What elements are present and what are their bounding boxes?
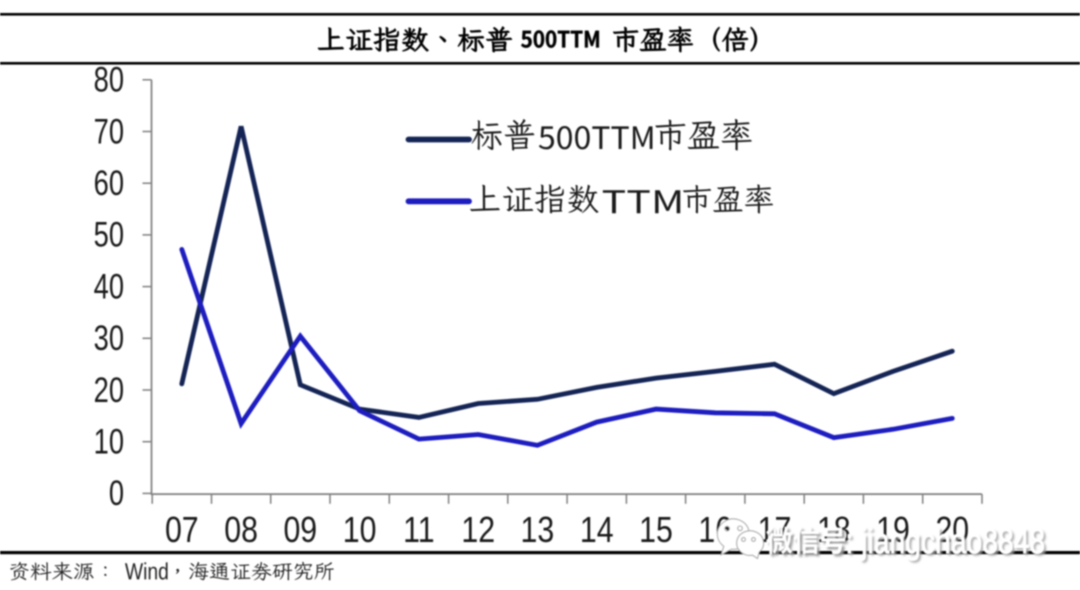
svg-text:20: 20 bbox=[94, 371, 124, 410]
svg-text:30: 30 bbox=[94, 319, 124, 358]
svg-text:10: 10 bbox=[343, 510, 377, 550]
svg-text:07: 07 bbox=[165, 510, 199, 550]
svg-text:15: 15 bbox=[639, 510, 673, 550]
svg-text:14: 14 bbox=[580, 510, 614, 550]
svg-text:10: 10 bbox=[94, 422, 124, 461]
svg-text:13: 13 bbox=[521, 510, 555, 550]
svg-text:12: 12 bbox=[461, 510, 495, 550]
svg-text:11: 11 bbox=[403, 510, 434, 550]
svg-text:60: 60 bbox=[94, 164, 124, 203]
svg-text:40: 40 bbox=[94, 267, 124, 306]
svg-text:09: 09 bbox=[283, 510, 317, 550]
svg-text:0: 0 bbox=[109, 474, 124, 513]
svg-text:50: 50 bbox=[94, 215, 124, 254]
svg-text:80: 80 bbox=[94, 60, 124, 99]
svg-text:08: 08 bbox=[224, 510, 258, 550]
svg-text:70: 70 bbox=[94, 112, 124, 151]
